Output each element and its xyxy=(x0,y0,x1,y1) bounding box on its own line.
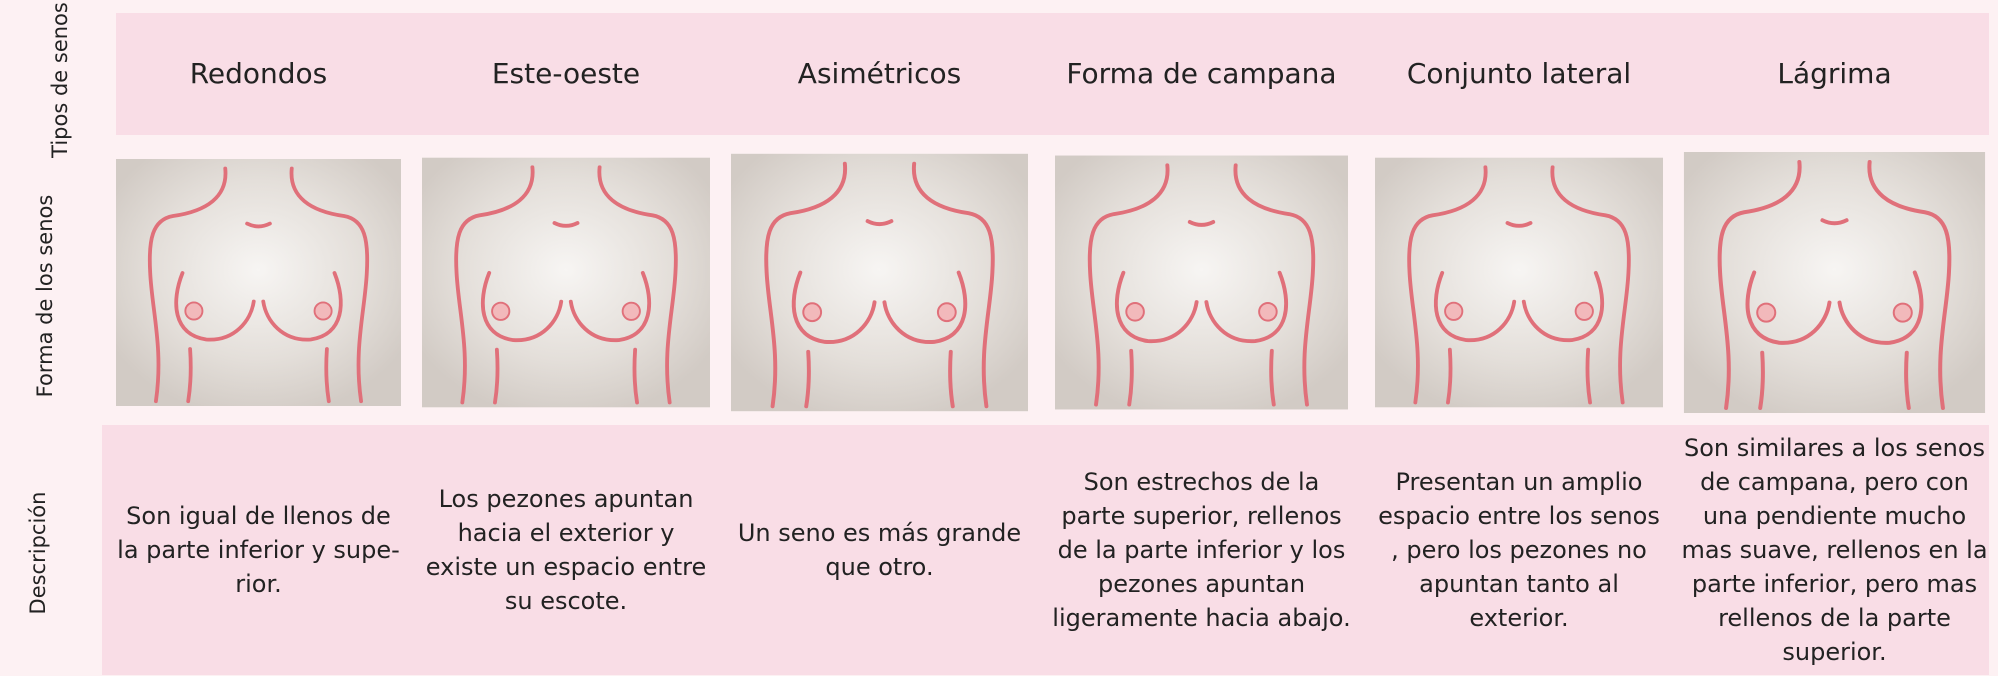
torso xyxy=(422,158,710,408)
torso xyxy=(1055,156,1348,410)
column-description: Presentan un amplio espacio entre los se… xyxy=(1378,468,1660,632)
column-title: Forma de campana xyxy=(1066,57,1337,90)
shape-illustration xyxy=(1055,152,1348,413)
column-description: Son similares a los senos de campana, pe… xyxy=(1681,434,1988,666)
column-description: Un seno es más grande que otro. xyxy=(737,519,1022,581)
shape-illustration xyxy=(731,152,1028,413)
column-title: Lágrima xyxy=(1777,57,1892,90)
column-description: Los pezones apuntan hacia el exterior y … xyxy=(425,485,707,615)
description-band xyxy=(102,425,1989,675)
torso xyxy=(1684,152,1985,413)
column-description: Son estrechos de la parte superior, rell… xyxy=(1052,468,1351,632)
column-description: Son igual de llenos de la parte inferior… xyxy=(117,502,400,598)
torso xyxy=(731,154,1028,411)
header-band xyxy=(116,13,1989,135)
column-title: Asimétricos xyxy=(797,57,962,90)
column-title: Conjunto lateral xyxy=(1406,57,1632,90)
shape-illustration xyxy=(1375,152,1663,413)
torso xyxy=(1375,158,1663,408)
row-label: Descripción xyxy=(26,491,50,615)
row-label: Forma de los senos xyxy=(33,194,57,398)
shape-illustration xyxy=(116,152,401,413)
shape-illustration xyxy=(422,152,710,413)
shape-illustration xyxy=(1680,152,1989,413)
column-title: Este-oeste xyxy=(491,57,641,90)
column-title: Redondos xyxy=(189,57,328,90)
torso xyxy=(116,159,401,406)
